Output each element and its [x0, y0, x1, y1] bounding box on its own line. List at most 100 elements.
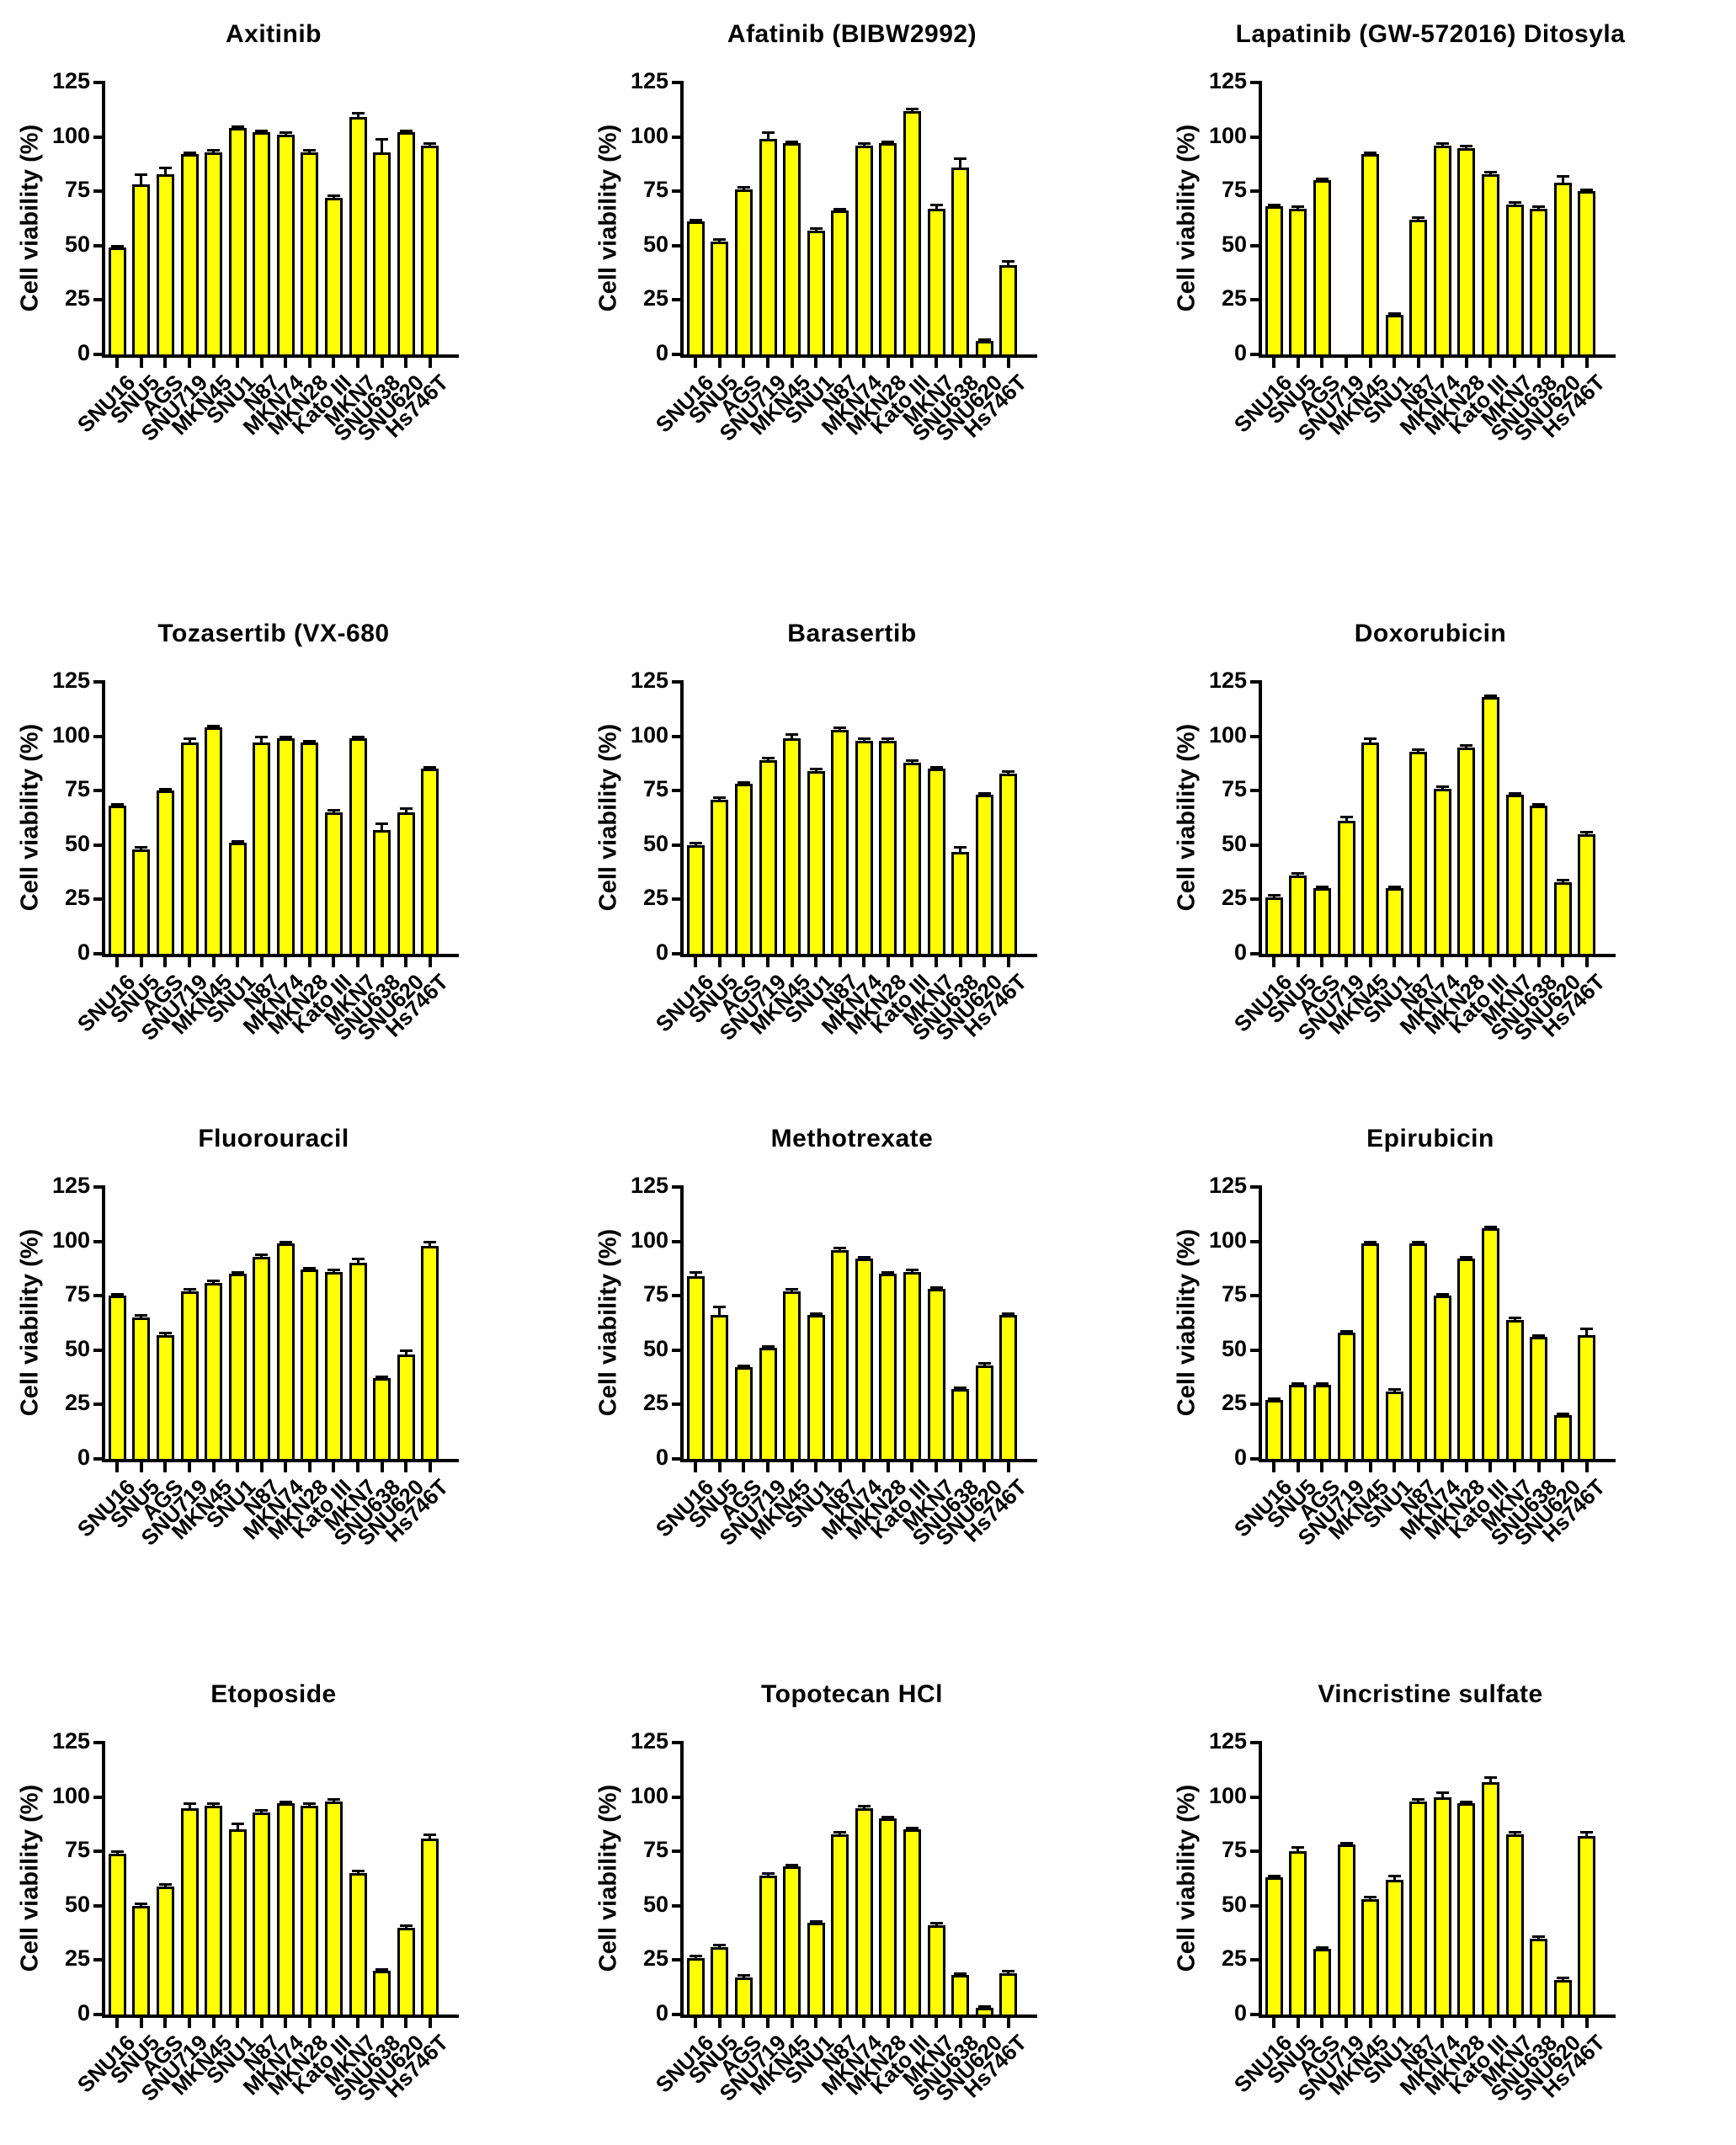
error-bar-cap	[689, 218, 702, 221]
y-tick-label: 50	[642, 231, 668, 257]
x-tick-mark	[1440, 957, 1445, 967]
y-tick-mark	[93, 1958, 105, 1962]
error-bar-cap	[183, 737, 196, 741]
bar-n87	[831, 210, 849, 357]
x-tick-mark	[1006, 1462, 1010, 1472]
error-bar-cap	[1387, 885, 1401, 888]
x-tick-mark	[1272, 957, 1276, 967]
error-bar-whisker	[188, 738, 191, 743]
bar-mkn7	[349, 738, 367, 956]
error-bar-whisker	[935, 204, 938, 209]
y-tick-label: 0	[77, 339, 90, 365]
error-bar-cap	[231, 839, 244, 843]
chart-vincristine-sulfate: Vincristine sulfate Cell viability (%) 0 25…	[1157, 1679, 1735, 2108]
x-tick-mark	[1345, 2018, 1348, 2028]
error-bar-cap	[689, 1955, 702, 1958]
bar-mkn7	[927, 208, 945, 357]
error-bar-cap	[207, 1802, 221, 1806]
bar-mkn74	[855, 740, 873, 956]
y-tick-mark	[672, 1457, 684, 1461]
x-tick-mark	[1416, 358, 1420, 368]
y-tick-mark	[1250, 952, 1262, 955]
y-tick-label: 100	[1208, 122, 1247, 148]
y-tick-mark	[1250, 2013, 1262, 2016]
x-tick-mark	[332, 2018, 336, 2028]
error-bar-cap	[1483, 1225, 1497, 1228]
bar-mkn7	[1505, 1319, 1524, 1461]
bar-snu620	[397, 1927, 415, 2017]
x-tick-mark	[236, 1462, 240, 1472]
x-tick-mark	[356, 358, 359, 368]
y-tick-mark	[93, 1850, 105, 1854]
bar-snu638	[1530, 1938, 1548, 2017]
y-tick-label: 75	[642, 1281, 668, 1307]
y-axis-label: Cell viability (%)	[1173, 124, 1201, 312]
error-bar-cap	[737, 780, 750, 784]
y-tick-mark	[93, 1741, 105, 1744]
y-tick-label: 25	[64, 1390, 90, 1416]
y-tick-mark	[1250, 680, 1262, 684]
error-bar-cap	[135, 846, 148, 849]
y-axis-line	[102, 1741, 105, 2018]
x-tick-mark	[694, 2018, 698, 2028]
bar-kato-iii	[324, 1271, 343, 1461]
y-tick-mark	[1250, 243, 1262, 248]
y-tick-label: 25	[1221, 285, 1247, 311]
bar-snu719	[180, 742, 199, 956]
bar-snu16	[686, 844, 705, 956]
y-tick-label: 50	[64, 830, 90, 856]
error-bar-cap	[833, 727, 847, 730]
bar-snu1	[807, 230, 825, 357]
y-tick-label: 50	[1221, 830, 1247, 856]
error-bar-whisker	[404, 1349, 407, 1355]
bar-snu638	[1530, 806, 1548, 956]
bar-snu1	[1385, 315, 1403, 357]
error-bar-cap	[1412, 1240, 1425, 1243]
y-tick-label: 0	[1233, 339, 1247, 365]
error-bar-cap	[905, 108, 919, 110]
error-bar-cap	[1556, 175, 1569, 178]
x-tick-mark	[1440, 358, 1445, 368]
error-bar-cap	[327, 809, 340, 812]
y-tick-mark	[672, 734, 684, 738]
error-bar-cap	[857, 1804, 871, 1807]
bar-mkn7	[927, 769, 945, 956]
bar-snu620	[397, 812, 415, 956]
error-bar-cap	[110, 244, 124, 248]
y-tick-label: 100	[51, 721, 90, 748]
error-bar-cap	[399, 806, 413, 810]
x-tick-mark	[1393, 358, 1397, 368]
y-tick-mark	[1250, 1958, 1262, 1962]
bar-mkn45	[1361, 742, 1380, 956]
error-bar-cap	[158, 1332, 172, 1335]
y-tick-label: 125	[51, 1172, 90, 1198]
x-axis-line	[102, 1459, 459, 1462]
error-bar-cap	[255, 735, 269, 738]
chart-doxorubicin: Doxorubicin Cell viability (%) 0 25 50 75 100 1…	[1157, 618, 1735, 1047]
y-axis-line	[102, 680, 105, 957]
x-tick-mark	[1006, 358, 1010, 368]
y-tick-mark	[93, 1795, 105, 1799]
y-tick-mark	[93, 734, 105, 738]
error-bar-cap	[327, 1269, 340, 1272]
error-bar-cap	[135, 1314, 148, 1317]
x-tick-mark	[1368, 957, 1372, 967]
x-tick-mark	[1272, 358, 1276, 368]
x-tick-mark	[838, 957, 842, 967]
x-tick-mark	[380, 358, 384, 368]
bar-mkn45	[1361, 1243, 1380, 1461]
x-tick-mark	[862, 957, 866, 967]
x-tick-mark	[886, 1462, 890, 1472]
error-bar-whisker	[1369, 738, 1372, 743]
error-bar-cap	[1267, 1397, 1281, 1400]
y-tick-label: 50	[642, 1335, 668, 1361]
bar-snu16	[1265, 1400, 1283, 1461]
bar-kato-iii	[1481, 1781, 1499, 2017]
x-tick-mark	[694, 358, 698, 368]
bar-snu5	[132, 184, 151, 357]
bar-snu16	[1265, 897, 1283, 956]
bar-mkn74	[276, 738, 295, 956]
bar-snu620	[975, 1365, 993, 1461]
bar-kato-iii	[324, 812, 343, 956]
y-tick-mark	[672, 680, 684, 684]
